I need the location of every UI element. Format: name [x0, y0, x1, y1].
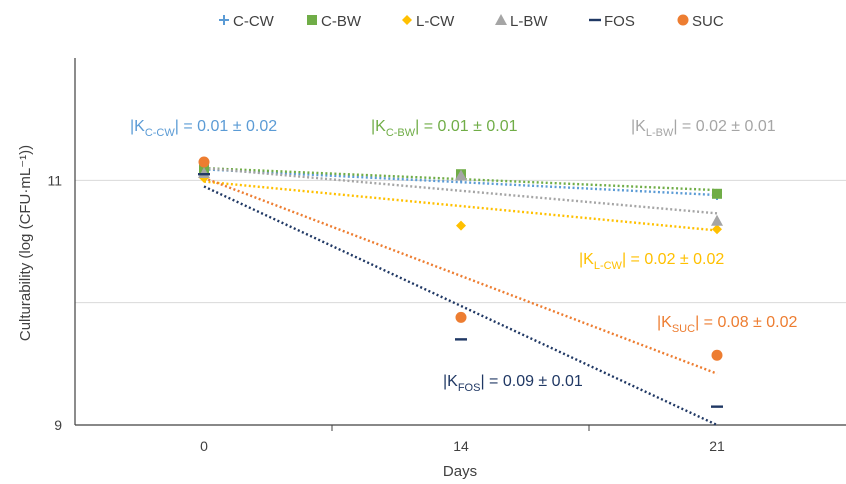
- k-annotation: |KC-CW| = 0.01 ± 0.02: [130, 118, 277, 139]
- k-annotation: |KSUC| = 0.08 ± 0.02: [657, 314, 798, 335]
- legend-item-c-bw: C-BW: [307, 13, 362, 30]
- grid: [75, 179, 846, 304]
- legend-marker: [495, 14, 507, 25]
- legend-marker: [219, 15, 229, 25]
- legend-item-fos: FOS: [589, 13, 635, 30]
- legend: C-CW C-BW L-CW L-BW FOS SUC: [219, 13, 724, 30]
- legend-label: SUC: [692, 13, 724, 30]
- point-suc: [198, 156, 210, 168]
- point-c-bw: [712, 188, 722, 199]
- trendline-l-bw: [203, 166, 718, 215]
- k-annotation: |KL-CW| = 0.02 ± 0.02: [579, 251, 724, 272]
- legend-marker: [402, 15, 412, 25]
- point-suc: [711, 349, 723, 361]
- legend-item-l-bw: L-BW: [495, 13, 548, 30]
- legend-label: C-CW: [233, 13, 275, 30]
- data-points: [198, 156, 723, 408]
- point-l-cw: [712, 224, 722, 235]
- point-suc: [455, 311, 467, 323]
- x-axis-title: Days: [443, 463, 477, 480]
- legend-label: FOS: [604, 13, 635, 30]
- k-annotation: |KFOS| = 0.09 ± 0.01: [443, 373, 583, 394]
- legend-marker: [677, 14, 689, 26]
- legend-label: L-BW: [510, 13, 548, 30]
- trendline-suc: [203, 176, 718, 375]
- y-axis-title: Culturability (log (CFU·mL⁻¹)): [17, 145, 34, 341]
- y-tick-label: 11: [47, 172, 62, 188]
- legend-item-l-cw: L-CW: [402, 13, 455, 30]
- k-annotation: |KL-BW| = 0.02 ± 0.01: [631, 118, 776, 139]
- legend-item-suc: SUC: [677, 13, 724, 30]
- axes: 9 11 0 14 21: [47, 58, 846, 454]
- point-l-bw: [455, 169, 467, 181]
- point-l-bw: [711, 214, 723, 226]
- k-annotation: |KC-BW| = 0.01 ± 0.01: [371, 118, 518, 139]
- legend-item-c-cw: C-CW: [219, 13, 275, 30]
- legend-label: L-CW: [416, 13, 455, 30]
- trendline-l-cw: [203, 180, 718, 232]
- trendline-c-cw: [203, 168, 718, 197]
- legend-label: C-BW: [321, 13, 362, 30]
- annotations: |KC-CW| = 0.01 ± 0.02 |KC-BW| = 0.01 ± 0.…: [130, 118, 798, 394]
- legend-marker: [307, 15, 317, 25]
- x-tick-label: 14: [453, 438, 469, 454]
- y-tick-label: 9: [54, 417, 62, 433]
- point-l-cw: [456, 220, 466, 231]
- x-tick-label: 21: [709, 438, 725, 454]
- x-tick-label: 0: [200, 438, 208, 454]
